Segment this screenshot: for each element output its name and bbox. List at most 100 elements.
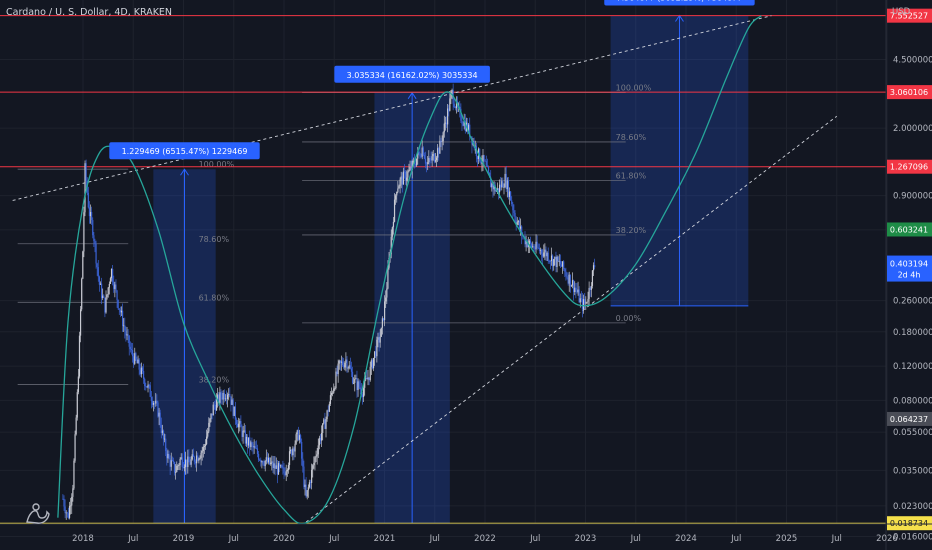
- time-tick-label: Jul: [730, 534, 741, 544]
- level-badge: [887, 159, 932, 174]
- candle-body: [574, 287, 576, 293]
- measure-label-box: [604, 0, 755, 6]
- candle-body: [565, 271, 567, 277]
- candle-body: [353, 382, 355, 384]
- candle-body: [201, 451, 203, 453]
- candle-body: [570, 285, 573, 287]
- candle-body: [199, 458, 201, 459]
- candle-body: [327, 410, 329, 412]
- candle-body: [242, 430, 244, 437]
- candle-body: [546, 252, 548, 257]
- candle-body: [335, 371, 337, 389]
- candle-body: [278, 463, 281, 467]
- candle-body: [140, 367, 142, 375]
- price-tick-label: 0.120000: [893, 362, 932, 372]
- time-axis[interactable]: 2018 Jul 2019 Jul 2020 Jul 2021 Jul 2022 Jul 2023 J…: [0, 523, 932, 544]
- candle-body: [400, 176, 402, 180]
- candle-body: [493, 184, 495, 190]
- candle-body: [104, 297, 106, 313]
- candle-body: [261, 461, 263, 463]
- candle-body: [116, 290, 118, 301]
- price-tick-label: 0.055000: [893, 428, 932, 438]
- candle-body: [398, 186, 400, 189]
- candle-body: [340, 361, 343, 363]
- price-tick-label: 0.023000: [893, 502, 932, 512]
- candle-body: [217, 394, 219, 400]
- candle-body: [88, 207, 91, 217]
- currency-label: USD: [892, 7, 911, 17]
- candle-body: [528, 240, 531, 245]
- tradingview-logo-icon[interactable]: [26, 503, 50, 524]
- candle-body: [578, 289, 580, 303]
- price-axis[interactable]: 11.0000004.5000002.0000000.9000000.60000…: [885, 0, 932, 550]
- candle-body: [207, 431, 209, 437]
- candle-body: [328, 403, 330, 412]
- time-tick-label: 2023: [575, 534, 597, 544]
- candle-body: [433, 153, 435, 162]
- candle-body: [365, 378, 367, 380]
- candle-body: [385, 297, 387, 302]
- candle-body: [157, 402, 159, 417]
- candle-body: [156, 400, 158, 403]
- candle-body: [422, 147, 424, 156]
- price-tick-label: 0.900000: [893, 192, 932, 202]
- candle-body: [421, 147, 423, 157]
- candle-body: [590, 285, 592, 290]
- candle-body: [564, 269, 566, 272]
- candle-body: [311, 469, 313, 483]
- time-tick-label: 2025: [776, 534, 798, 544]
- candle-body: [155, 400, 157, 404]
- candle-body: [114, 284, 116, 289]
- candle-body: [281, 465, 283, 468]
- time-tick-label: Jul: [429, 534, 440, 544]
- candle-body: [273, 463, 275, 468]
- candle-body: [211, 413, 213, 416]
- candle-body: [66, 512, 68, 514]
- candle-body: [490, 177, 492, 188]
- candle-body: [575, 287, 577, 290]
- candle-body: [519, 226, 522, 229]
- candle-body: [369, 366, 371, 381]
- candle-body: [232, 399, 234, 416]
- candle-body: [203, 446, 206, 448]
- candle-body: [326, 410, 328, 420]
- candle-body: [419, 152, 421, 157]
- candle-body: [274, 463, 276, 469]
- candle-body: [63, 498, 65, 507]
- candle-body: [390, 236, 392, 255]
- candle-body: [460, 108, 462, 121]
- candle-body: [349, 365, 351, 369]
- candle-body: [313, 462, 315, 466]
- candle-body: [192, 454, 194, 457]
- candle-body: [89, 212, 92, 217]
- price-badge-label: 0.064237: [890, 415, 928, 424]
- candle-body: [225, 398, 228, 400]
- candle-body: [378, 337, 380, 343]
- candle-body: [447, 108, 449, 125]
- candle-body: [317, 445, 319, 455]
- candle-body: [189, 462, 191, 465]
- candle-body: [491, 183, 493, 188]
- candle-body: [107, 287, 109, 295]
- candle-body: [68, 505, 71, 518]
- candle-body: [259, 459, 261, 461]
- candle-body: [151, 400, 154, 405]
- candle-body: [200, 452, 202, 459]
- candle-body: [257, 453, 260, 460]
- time-tick-label: 2021: [374, 534, 396, 544]
- candle-body: [240, 421, 242, 428]
- candle-body: [254, 446, 256, 449]
- candle-body: [206, 436, 208, 445]
- candle-body: [538, 247, 540, 251]
- candle-body: [316, 454, 318, 457]
- candle-body: [341, 361, 344, 365]
- candle-body: [424, 158, 427, 164]
- measure-arrow-head: [180, 168, 189, 176]
- candle-body: [439, 140, 441, 154]
- candle-body: [172, 460, 175, 463]
- candle-body: [581, 298, 584, 310]
- candle-body: [438, 148, 440, 154]
- candle-body: [526, 240, 528, 247]
- candle-body: [594, 265, 596, 268]
